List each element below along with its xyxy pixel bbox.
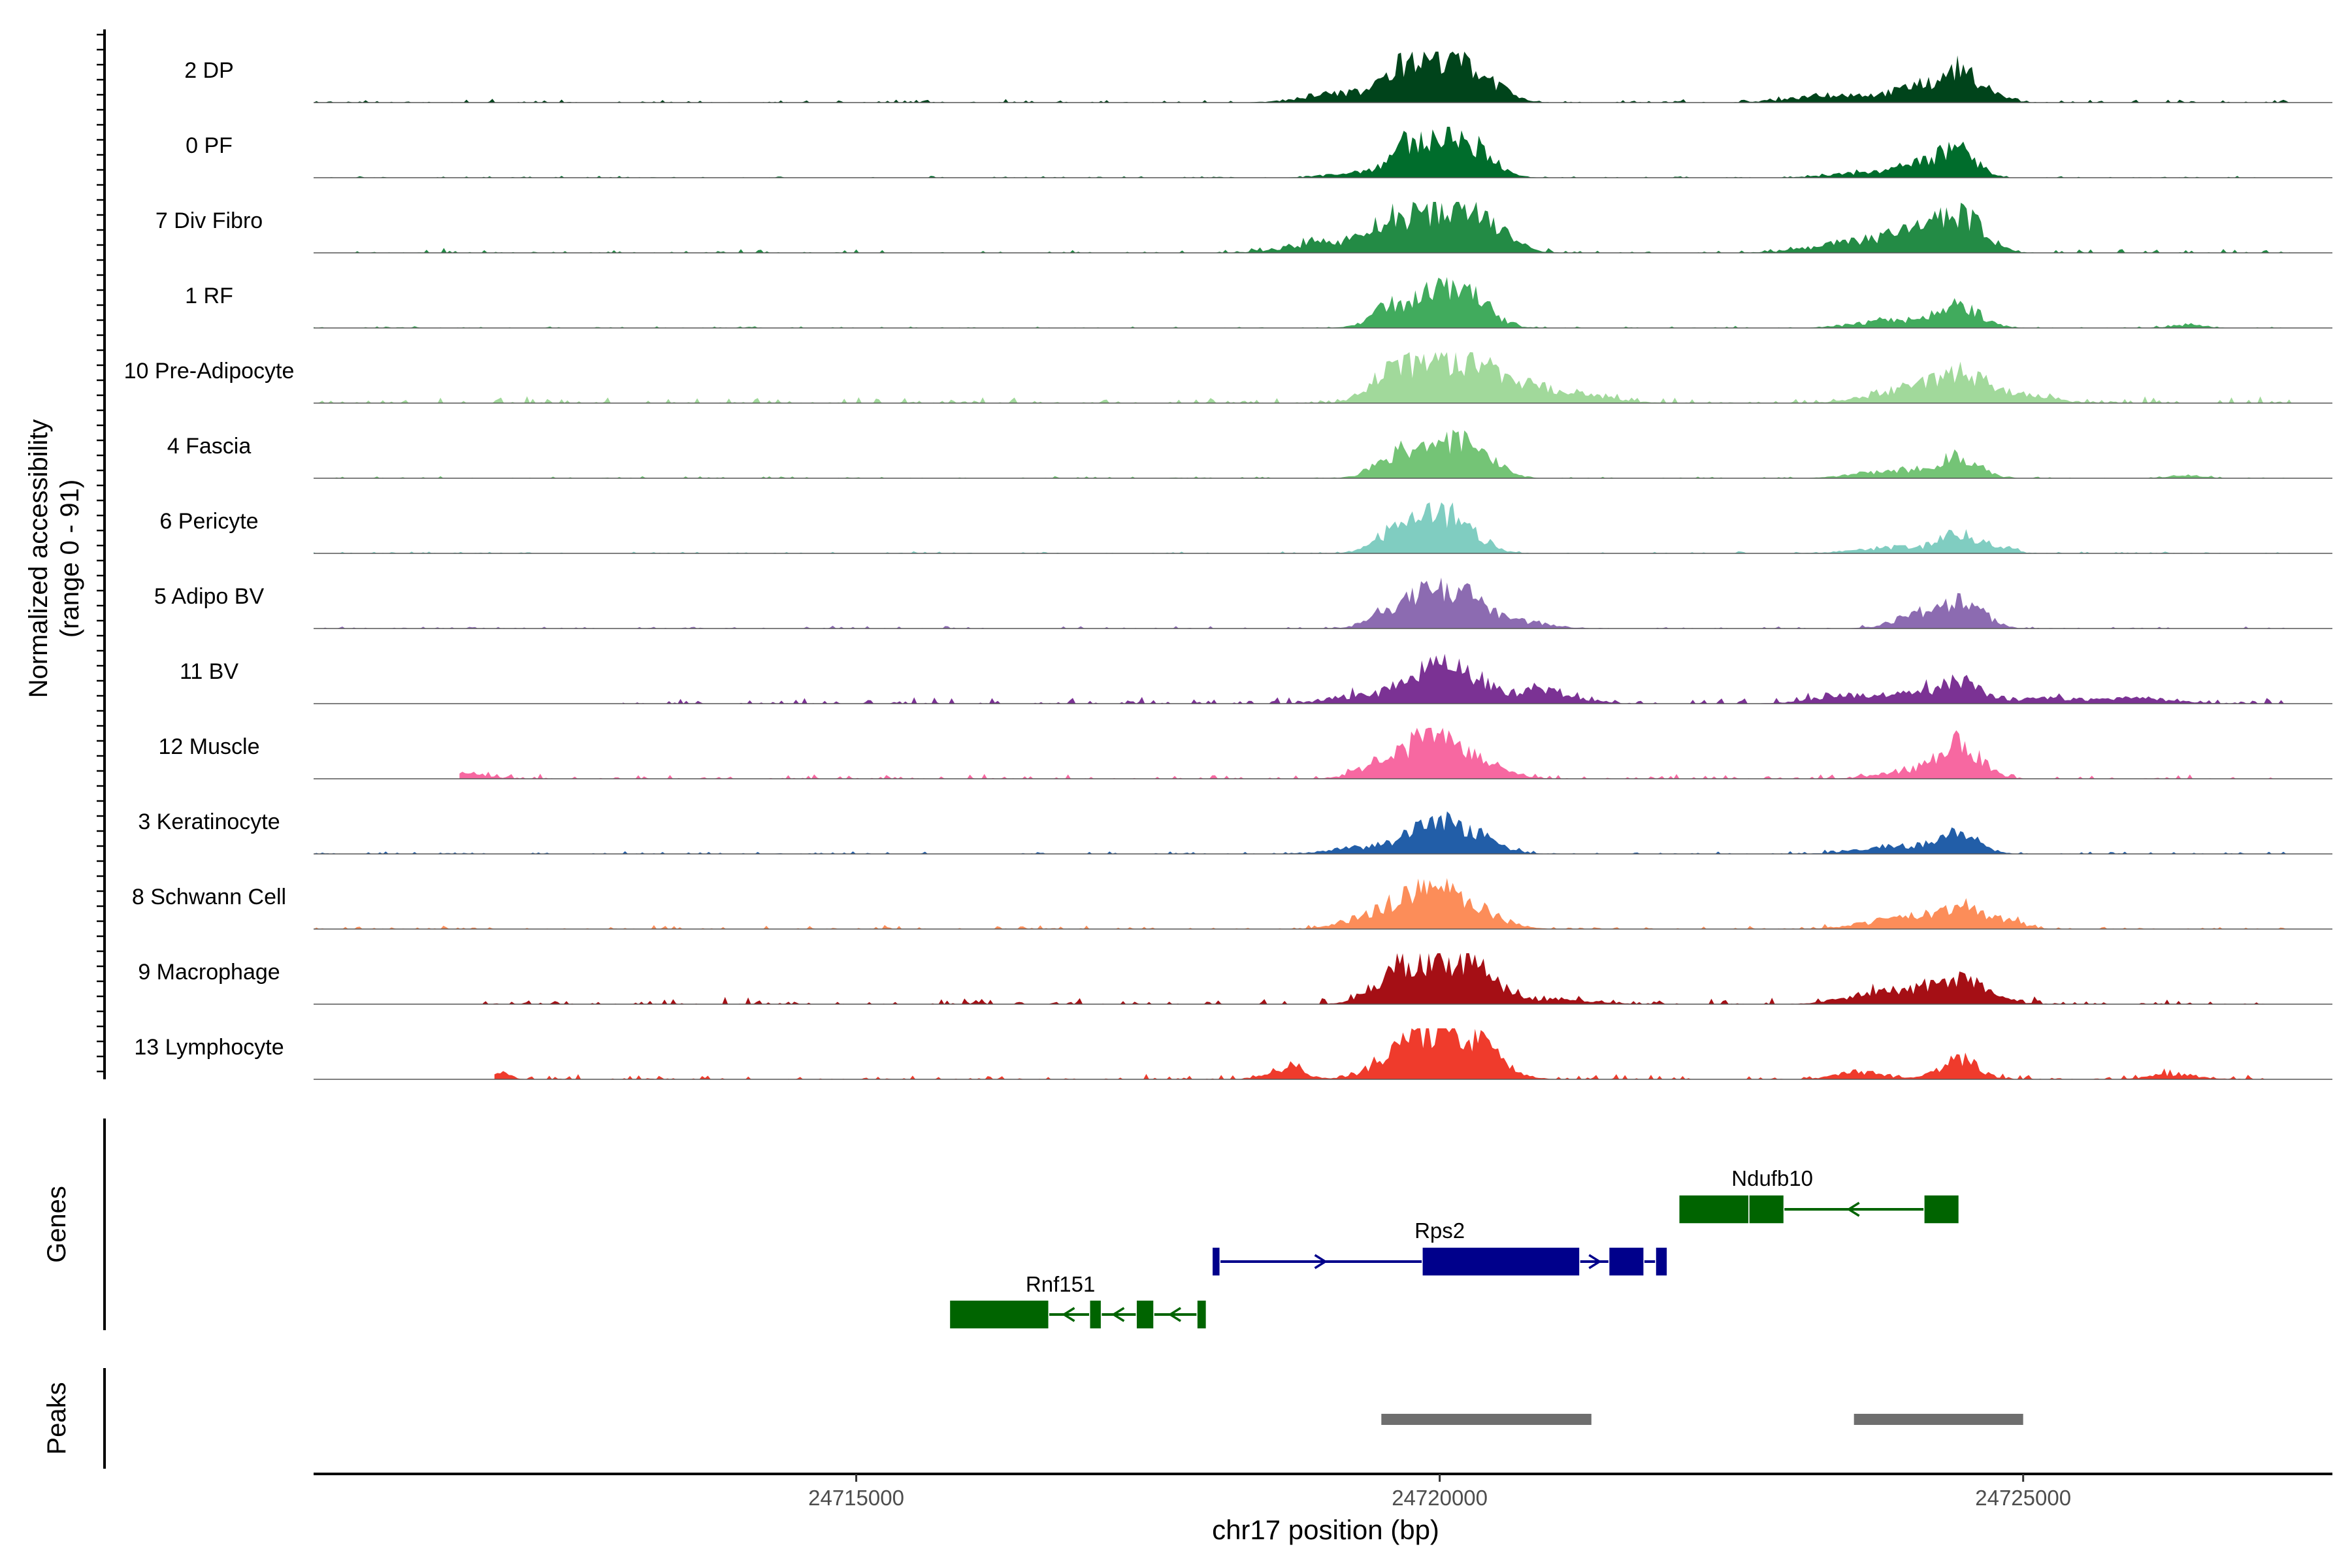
gene-exon xyxy=(1678,1194,1750,1224)
genes-track: Rnf151 Rps2 Ndufb10 xyxy=(949,1166,1960,1330)
gene-exon xyxy=(1422,1247,1580,1277)
coverage-area xyxy=(483,953,2292,1004)
x-axis-title: chr17 position (bp) xyxy=(1212,1514,1439,1545)
coverage-area xyxy=(314,502,2292,553)
track-label: 10 Pre-Adipocyte xyxy=(124,359,295,384)
track-6: 6 Pericyte xyxy=(159,502,2332,554)
gene-exon xyxy=(1655,1247,1668,1277)
track-label: 6 Pericyte xyxy=(159,509,258,534)
peaks-label: Peaks xyxy=(42,1382,71,1454)
track-label: 13 Lymphocyte xyxy=(134,1035,284,1060)
gene-exon xyxy=(949,1299,1050,1330)
y-axis-range-label: (range 0 - 91) xyxy=(56,480,84,638)
coverage-area xyxy=(314,352,2292,403)
gene-exon xyxy=(1211,1247,1221,1277)
track-12: 9 Macrophage xyxy=(138,953,2332,1005)
coverage-area xyxy=(354,202,2292,253)
track-label: 2 DP xyxy=(184,58,234,83)
gene-ndufb10: Ndufb10 xyxy=(1678,1166,1960,1224)
track-label: 1 RF xyxy=(185,284,233,308)
strand-arrow xyxy=(1168,1307,1181,1322)
track-2: 7 Div Fibro xyxy=(155,202,2332,253)
strand-arrow xyxy=(1314,1254,1328,1269)
strand-arrow xyxy=(1062,1307,1075,1322)
gene-exon xyxy=(1196,1299,1207,1330)
track-3: 1 RF xyxy=(185,277,2332,329)
coverage-area xyxy=(314,811,2292,854)
track-label: 11 BV xyxy=(180,659,238,684)
x-axis: 24715000 24720000 24725000 xyxy=(314,1473,2332,1510)
gene-label: Rnf151 xyxy=(1026,1272,1095,1296)
gene-exon xyxy=(1608,1247,1644,1277)
coverage-area xyxy=(623,653,2292,704)
strand-arrow xyxy=(1846,1201,1860,1217)
track-9: 12 Muscle xyxy=(159,728,2332,779)
track-0: 2 DP xyxy=(184,52,2332,103)
gene-exon xyxy=(1135,1299,1154,1330)
strand-arrow xyxy=(1111,1307,1125,1322)
track-5: 4 Fascia xyxy=(167,429,2332,479)
track-8: 11 BV xyxy=(180,653,2332,704)
peak-bar xyxy=(1381,1414,1592,1425)
track-7: 5 Adipo BV xyxy=(154,578,2332,629)
peak-bar xyxy=(1854,1414,2023,1425)
track-1: 0 PF xyxy=(186,127,2332,178)
track-label: 3 Keratinocyte xyxy=(138,809,280,834)
y-axis xyxy=(97,29,106,1079)
coverage-area xyxy=(314,429,2292,478)
coverage-area xyxy=(314,578,2292,629)
gene-exon xyxy=(1089,1299,1102,1330)
track-label: 8 Schwann Cell xyxy=(132,885,286,909)
gene-exon xyxy=(1748,1194,1785,1224)
strand-arrow xyxy=(1588,1254,1602,1269)
coverage-area xyxy=(314,878,2292,929)
x-tick-label: 24725000 xyxy=(1975,1486,2071,1510)
gene-label: Ndufb10 xyxy=(1731,1166,1813,1190)
coverage-area xyxy=(314,277,2292,328)
x-tick-label: 24715000 xyxy=(808,1486,904,1510)
coverage-area xyxy=(314,127,2292,178)
track-4: 10 Pre-Adipocyte xyxy=(124,352,2332,404)
track-label: 0 PF xyxy=(186,133,233,158)
peaks-track xyxy=(1381,1414,2023,1425)
gene-rnf151: Rnf151 xyxy=(949,1272,1207,1330)
track-label: 4 Fascia xyxy=(167,434,252,459)
track-label: 9 Macrophage xyxy=(138,960,280,985)
track-label: 7 Div Fibro xyxy=(155,208,263,233)
coverage-area xyxy=(494,1028,2292,1079)
gene-rps2: Rps2 xyxy=(1211,1218,1668,1277)
track-label: 5 Adipo BV xyxy=(154,584,265,609)
tracks-layer: 2 DP 0 PF 7 Div Fibro 1 RF 10 Pre-Adipocyte 4… xyxy=(124,52,2332,1080)
track-11: 8 Schwann Cell xyxy=(132,878,2332,930)
gene-label: Rps2 xyxy=(1414,1218,1465,1243)
coverage-area xyxy=(459,728,2292,779)
track-13: 13 Lymphocyte xyxy=(134,1028,2332,1080)
track-label: 12 Muscle xyxy=(159,734,260,759)
x-tick-label: 24720000 xyxy=(1392,1486,1488,1510)
track-10: 3 Keratinocyte xyxy=(138,809,2332,855)
genes-label: Genes xyxy=(42,1186,71,1263)
y-axis-title: Normalized accessibility xyxy=(24,419,53,698)
gene-exon xyxy=(1923,1194,1960,1224)
coverage-area xyxy=(314,52,2292,103)
